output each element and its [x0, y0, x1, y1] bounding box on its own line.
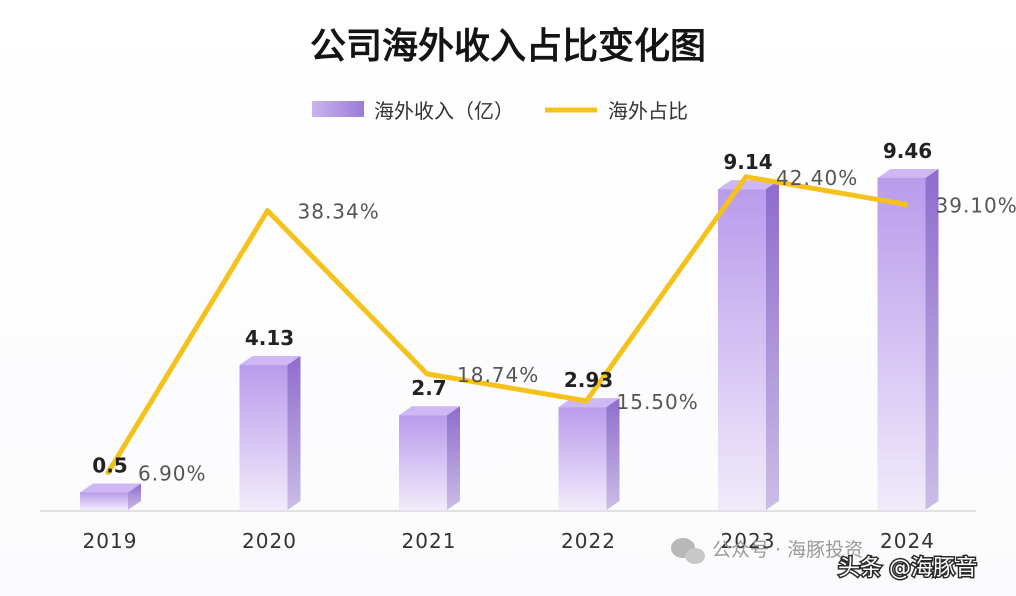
bar-top-face	[877, 168, 939, 178]
bar-front-face	[877, 177, 926, 511]
x-tick-label: 2024	[880, 529, 935, 553]
bar-value-label: 9.46	[883, 139, 932, 163]
line-point	[265, 208, 270, 214]
line-value-label: 18.74%	[457, 363, 539, 387]
wechat-icon	[671, 538, 705, 564]
bar-2022	[558, 398, 620, 510]
watermark-author: 头条 @海豚音	[838, 556, 977, 581]
line-value-label: 38.34%	[298, 200, 380, 224]
legend-bar-swatch	[312, 101, 364, 117]
x-axis-tick-labels: 2019 2020 2021 2022 2023 2024	[83, 529, 935, 553]
x-tick-label: 2019	[83, 529, 138, 553]
line-series	[105, 174, 908, 476]
bar-2023	[718, 180, 779, 510]
line-value-label: 6.90%	[138, 462, 207, 486]
bar-side-face	[447, 406, 460, 510]
bar-top-face	[399, 406, 460, 416]
bar-value-label: 2.7	[411, 376, 446, 400]
bar-top-face	[718, 180, 779, 190]
bar-front-face	[558, 407, 607, 510]
legend-item-bar: 海外收入（亿）	[312, 99, 514, 123]
bar-2021	[399, 406, 460, 510]
bar-side-face	[606, 398, 620, 510]
bar-front-face	[718, 189, 766, 510]
x-tick-label: 2023	[721, 529, 776, 553]
bar-side-face	[766, 180, 779, 510]
x-tick-label: 2020	[242, 529, 297, 553]
bar-side-face	[128, 483, 141, 510]
line-point	[903, 201, 908, 207]
bar-2020	[239, 356, 301, 510]
line-path	[105, 174, 908, 476]
line-point	[105, 470, 111, 476]
legend-bar-label: 海外收入（亿）	[374, 99, 514, 123]
watermark: 公众号 · 海豚投资 头条 @海豚音	[671, 538, 979, 583]
bar-front-face	[239, 365, 288, 510]
bar-2019	[80, 483, 141, 510]
x-tick-label: 2022	[561, 529, 616, 553]
line-value-label: 42.40%	[776, 166, 858, 190]
line-value-label: 15.50%	[617, 390, 699, 414]
line-point	[743, 174, 749, 180]
legend: 海外收入（亿） 海外占比	[312, 99, 688, 123]
bar-value-label: 9.14	[723, 150, 772, 174]
x-tick-label: 2021	[402, 529, 457, 553]
bar-value-label: 2.93	[564, 368, 613, 392]
line-point	[584, 398, 589, 404]
bar-top-face	[239, 356, 301, 366]
line-value-labels: 6.90% 38.34% 18.74% 15.50% 42.40% 39.10%	[138, 166, 1016, 486]
line-point	[424, 371, 430, 377]
bar-value-label: 0.5	[92, 453, 127, 477]
bar-front-face	[80, 492, 128, 510]
bar-top-face	[80, 483, 141, 493]
line-value-label: 39.10%	[936, 193, 1016, 217]
chart-title: 公司海外收入占比变化图	[310, 25, 706, 67]
bar-value-label: 4.13	[245, 326, 294, 350]
bar-series	[80, 168, 939, 511]
bar-side-face	[287, 356, 301, 510]
watermark-account: 公众号 · 海豚投资	[712, 539, 863, 561]
bar-side-face	[925, 168, 939, 511]
bar-front-face	[399, 415, 447, 510]
legend-line-label: 海外占比	[608, 99, 688, 123]
legend-item-line: 海外占比	[545, 99, 688, 123]
bar-2024	[877, 168, 939, 511]
bar-value-labels: 0.5 4.13 2.7 2.93 9.14 9.46	[92, 139, 932, 477]
